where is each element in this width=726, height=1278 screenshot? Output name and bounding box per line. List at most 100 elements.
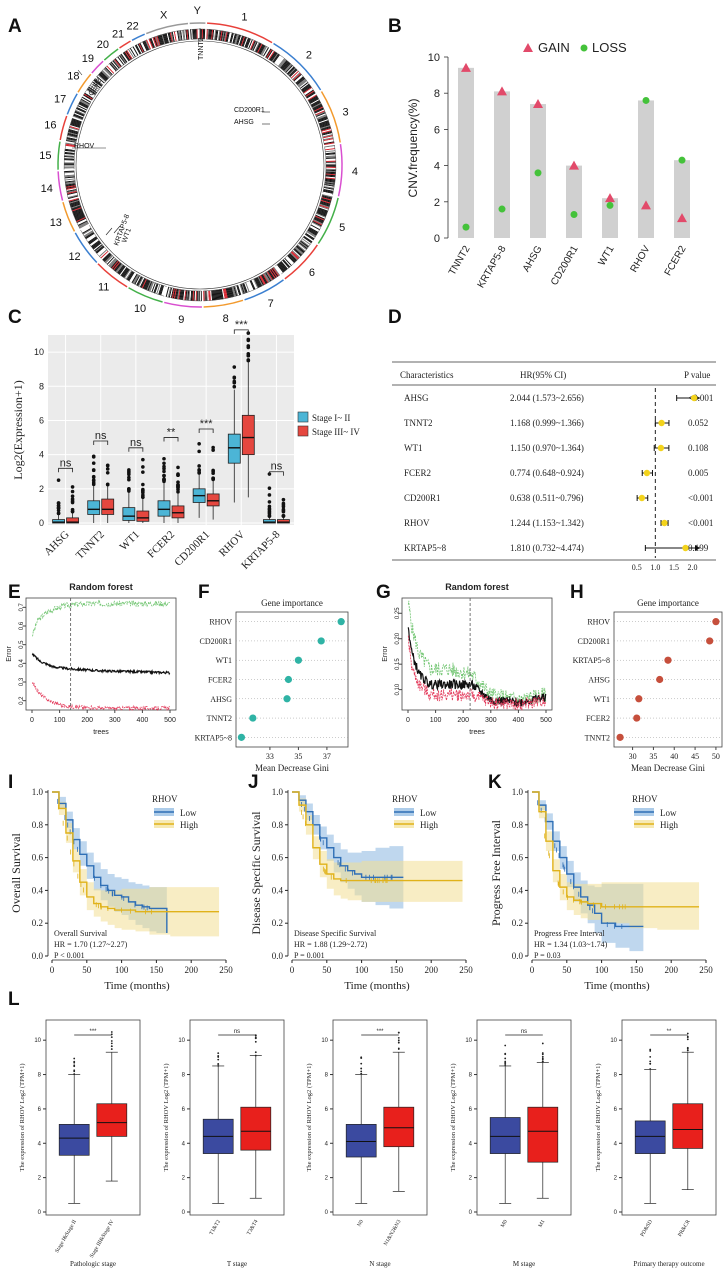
cytoband: [172, 288, 176, 299]
cytoband: [277, 58, 286, 67]
cytoband: [228, 287, 232, 298]
cytoband: [218, 289, 222, 300]
cytoband: [322, 132, 333, 136]
cytoband: [305, 90, 315, 97]
cytoband: [303, 235, 313, 243]
cytoband: [303, 87, 313, 95]
chromosome-label: 18: [67, 71, 79, 83]
cytoband: [304, 233, 314, 241]
cytoband: [113, 59, 121, 69]
cytoband: [71, 205, 81, 210]
cytoband: [267, 270, 274, 280]
cytoband: [298, 242, 308, 250]
cytoband: [117, 56, 125, 65]
cytoband: [325, 169, 336, 172]
gain-marker: [569, 160, 579, 170]
cytoband: [306, 232, 316, 239]
ideogram-outline: [102, 252, 136, 282]
cytoband: [324, 147, 335, 150]
cytoband: [291, 250, 300, 258]
cytoband: [309, 98, 319, 104]
outlier-point: [110, 1045, 113, 1048]
outlier-point: [397, 1031, 400, 1034]
outlier-point: [360, 1056, 363, 1059]
chromosome-label: 21: [112, 28, 124, 40]
outlier-point: [281, 508, 286, 513]
outlier-point: [70, 494, 75, 498]
outlier-point: [127, 477, 131, 482]
cytoband: [123, 51, 131, 61]
x-tick-label: 0: [530, 965, 535, 975]
cytoband: [241, 283, 246, 294]
cytoband: [297, 78, 306, 86]
cytoband: [77, 220, 88, 226]
cytoband: [311, 223, 321, 230]
cytoband: [163, 33, 168, 44]
cytoband: [325, 163, 336, 165]
cytoband: [274, 55, 281, 64]
cytoband: [140, 278, 146, 288]
cytoband: [249, 40, 255, 50]
cytoband: [220, 289, 224, 300]
cytoband: [69, 201, 80, 206]
legend-title: RHOV: [152, 794, 178, 804]
cytoband: [300, 239, 310, 247]
outlier-point: [397, 1041, 400, 1044]
cytoband: [175, 30, 179, 41]
gene-label: RHOV: [587, 618, 610, 627]
cytoband: [68, 195, 79, 200]
cytoband: [187, 29, 190, 40]
cytoband: [288, 253, 297, 262]
cytoband: [282, 259, 291, 268]
cytoband: [225, 31, 229, 42]
cytoband: [312, 102, 322, 109]
row-name: WT1: [404, 443, 423, 453]
hr-point: [690, 394, 698, 402]
x-tick-label: 100: [54, 717, 66, 724]
cytoband: [166, 32, 171, 43]
confidence-band: [292, 792, 463, 902]
cytoband: [325, 175, 336, 178]
cytoband: [77, 105, 87, 112]
x-tick-label: 400: [513, 717, 525, 724]
cytoband: [117, 264, 125, 274]
ideogram-outline: [65, 117, 82, 143]
cytoband: [138, 277, 145, 287]
cytoband: [271, 53, 279, 62]
cytoband: [209, 29, 212, 40]
cytoband: [292, 73, 302, 81]
row-name: FCER2: [404, 468, 431, 478]
cytoband: [234, 285, 239, 296]
cytoband: [318, 205, 329, 210]
cytoband: [320, 124, 331, 129]
cytoband: [82, 228, 92, 235]
y-tick-label: 10: [178, 1038, 185, 1044]
cytoband: [223, 31, 227, 42]
cytoband: [134, 275, 140, 285]
stats-annotation: HR = 1.70 (1.27~2.27): [54, 940, 128, 949]
row-hr: 1.810 (0.732~4.474): [510, 543, 584, 553]
hr-point: [682, 544, 689, 552]
y-tick-label: 4: [38, 1141, 42, 1147]
cytoband: [323, 189, 334, 193]
cytoband: [253, 41, 259, 52]
cytoband: [299, 81, 308, 89]
outlier-point: [211, 469, 215, 474]
cytoband: [80, 225, 90, 231]
cytoband: [140, 42, 146, 52]
cytoband: [143, 279, 149, 290]
cytoband: [325, 177, 336, 180]
box: [489, 1117, 521, 1154]
cytoband: [72, 209, 83, 215]
cytoband: [233, 33, 237, 44]
x-tick-label: 250: [219, 965, 233, 975]
x-tick-label: 150: [630, 965, 644, 975]
cytoband: [102, 69, 111, 77]
cytoband: [137, 43, 144, 54]
x-tick-label: FCER2: [145, 529, 177, 561]
importance-dot: [616, 733, 624, 741]
box: [58, 1124, 90, 1156]
outlier-point: [211, 477, 215, 482]
cytoband: [323, 137, 334, 141]
stats-annotation: Overall Survival: [54, 929, 108, 938]
